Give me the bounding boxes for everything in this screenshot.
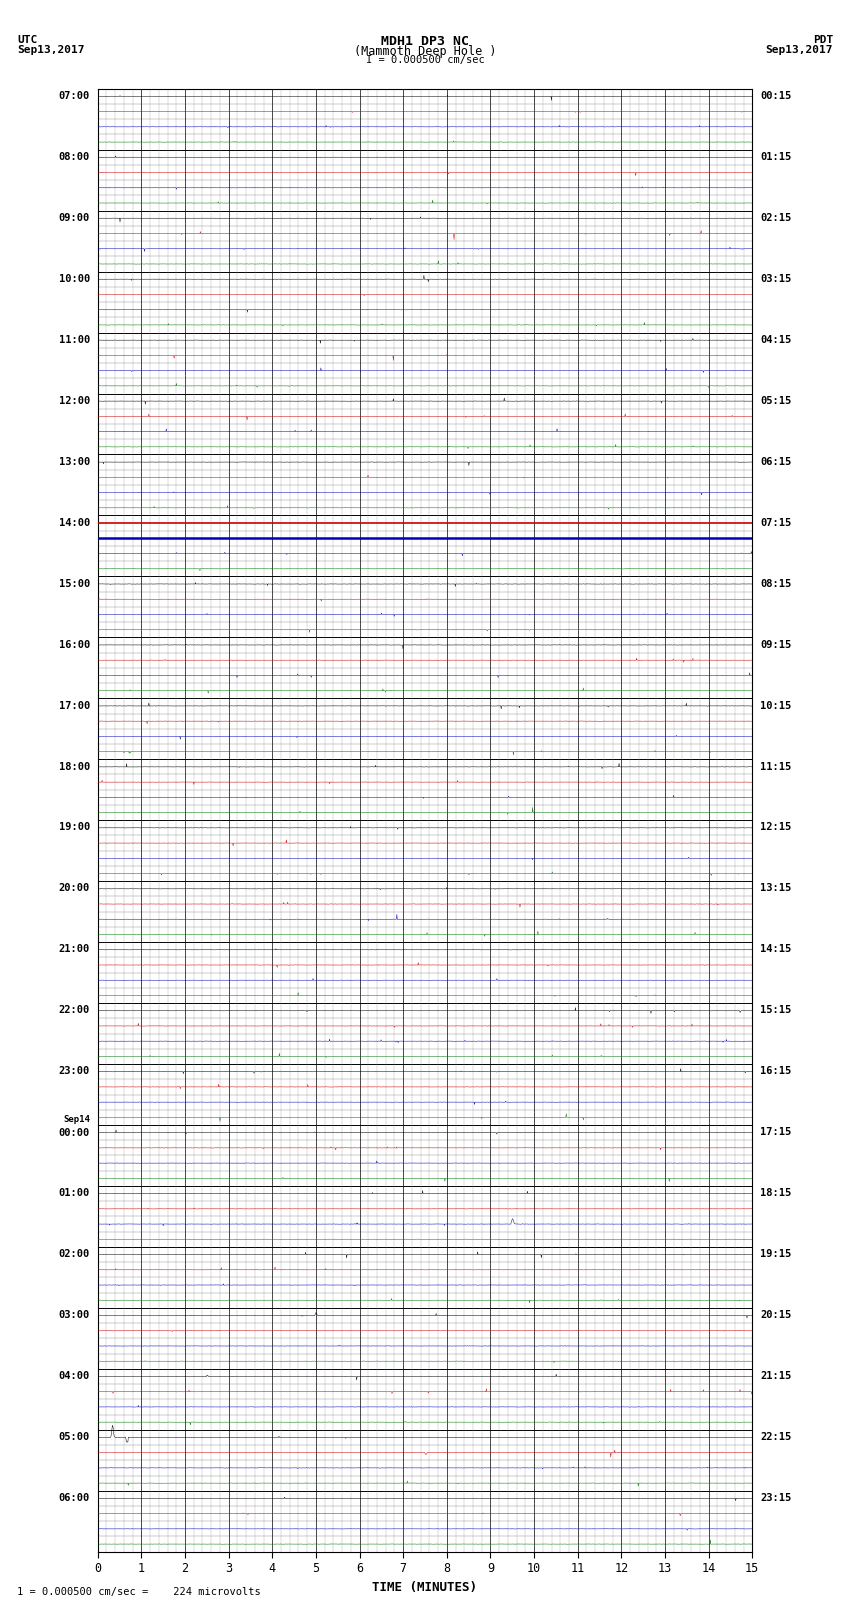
Text: 03:00: 03:00 [59, 1310, 90, 1319]
Text: 16:00: 16:00 [59, 640, 90, 650]
Text: 23:00: 23:00 [59, 1066, 90, 1076]
Text: 18:00: 18:00 [59, 761, 90, 771]
Text: 22:00: 22:00 [59, 1005, 90, 1015]
Text: 19:00: 19:00 [59, 823, 90, 832]
Text: 12:15: 12:15 [760, 823, 791, 832]
Text: UTC: UTC [17, 35, 37, 45]
Text: 12:00: 12:00 [59, 395, 90, 406]
Text: 14:15: 14:15 [760, 945, 791, 955]
Text: 08:15: 08:15 [760, 579, 791, 589]
Text: 19:15: 19:15 [760, 1248, 791, 1260]
Text: 15:15: 15:15 [760, 1005, 791, 1015]
Text: 16:15: 16:15 [760, 1066, 791, 1076]
Text: 20:00: 20:00 [59, 884, 90, 894]
Text: 10:15: 10:15 [760, 700, 791, 711]
Text: 08:00: 08:00 [59, 152, 90, 161]
Text: PDT: PDT [813, 35, 833, 45]
Text: 02:00: 02:00 [59, 1248, 90, 1260]
Text: 11:00: 11:00 [59, 336, 90, 345]
Text: 09:00: 09:00 [59, 213, 90, 223]
Text: 03:15: 03:15 [760, 274, 791, 284]
Text: 06:00: 06:00 [59, 1494, 90, 1503]
Text: 11:15: 11:15 [760, 761, 791, 771]
Text: 17:00: 17:00 [59, 700, 90, 711]
Text: MDH1 DP3 NC: MDH1 DP3 NC [381, 35, 469, 48]
Text: 09:15: 09:15 [760, 640, 791, 650]
Text: 01:00: 01:00 [59, 1189, 90, 1198]
Text: 14:00: 14:00 [59, 518, 90, 527]
Text: 21:00: 21:00 [59, 945, 90, 955]
Text: 01:15: 01:15 [760, 152, 791, 161]
Text: 21:15: 21:15 [760, 1371, 791, 1381]
Text: (Mammoth Deep Hole ): (Mammoth Deep Hole ) [354, 45, 496, 58]
Text: 00:15: 00:15 [760, 90, 791, 102]
Text: 07:00: 07:00 [59, 90, 90, 102]
Text: 05:00: 05:00 [59, 1432, 90, 1442]
Text: I = 0.000500 cm/sec: I = 0.000500 cm/sec [366, 55, 484, 65]
Text: 07:15: 07:15 [760, 518, 791, 527]
Text: 18:15: 18:15 [760, 1189, 791, 1198]
Text: 04:15: 04:15 [760, 336, 791, 345]
Text: 13:00: 13:00 [59, 456, 90, 466]
Text: 04:00: 04:00 [59, 1371, 90, 1381]
Text: 17:15: 17:15 [760, 1127, 791, 1137]
Text: 23:15: 23:15 [760, 1494, 791, 1503]
Text: 15:00: 15:00 [59, 579, 90, 589]
Text: 02:15: 02:15 [760, 213, 791, 223]
X-axis label: TIME (MINUTES): TIME (MINUTES) [372, 1581, 478, 1594]
Text: 22:15: 22:15 [760, 1432, 791, 1442]
Text: 06:15: 06:15 [760, 456, 791, 466]
Text: 1 = 0.000500 cm/sec =    224 microvolts: 1 = 0.000500 cm/sec = 224 microvolts [17, 1587, 261, 1597]
Text: Sep14: Sep14 [63, 1115, 90, 1124]
Text: 13:15: 13:15 [760, 884, 791, 894]
Text: 20:15: 20:15 [760, 1310, 791, 1319]
Text: 00:00: 00:00 [59, 1127, 90, 1137]
Text: Sep13,2017: Sep13,2017 [17, 45, 84, 55]
Text: Sep13,2017: Sep13,2017 [766, 45, 833, 55]
Text: 05:15: 05:15 [760, 395, 791, 406]
Text: 10:00: 10:00 [59, 274, 90, 284]
